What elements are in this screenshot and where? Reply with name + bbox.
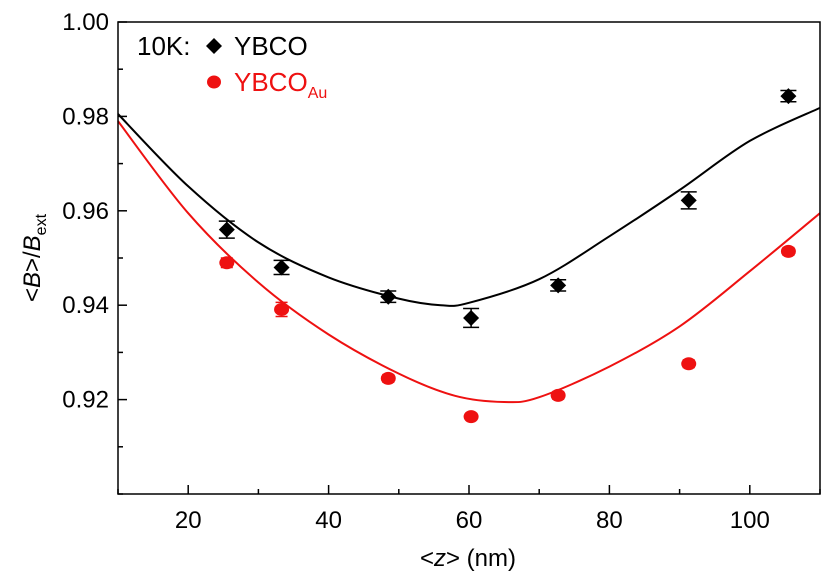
- data-point-ybco: [780, 88, 797, 105]
- data-point-ybco-au: [550, 388, 566, 402]
- legend-marker-circle: [207, 75, 221, 89]
- x-tick-label: 80: [596, 507, 623, 534]
- data-point-ybco: [550, 277, 567, 294]
- axes: 20 40 60 80 100 0.92 0.94 0.96 0.98 1.00: [62, 9, 821, 534]
- legend: 10K: YBCO YBCOAu: [137, 31, 327, 102]
- data-point-ybco: [218, 221, 235, 238]
- data-point-ybco-au: [463, 410, 479, 424]
- y-axis-title: <B>/Bext: [19, 213, 50, 302]
- data-point-ybco: [380, 288, 397, 305]
- legend-label: YBCO: [234, 31, 308, 61]
- data-point-ybco: [273, 259, 290, 276]
- legend-label: YBCOAu: [234, 67, 327, 102]
- data-point-ybco: [463, 309, 480, 326]
- legend-prefix: 10K:: [137, 31, 191, 61]
- x-tick-label: 100: [730, 507, 770, 534]
- x-axis-title: <z> (nm): [420, 545, 516, 572]
- data-point-ybco-au: [780, 244, 796, 258]
- data-point-ybco: [680, 192, 697, 209]
- y-tick-label: 0.94: [62, 292, 109, 319]
- y-tick-label: 0.98: [62, 103, 109, 130]
- x-tick-label: 40: [315, 507, 342, 534]
- data-point-ybco-au: [274, 302, 290, 316]
- data-point-ybco-au: [219, 256, 235, 270]
- error-bars: [218, 89, 797, 421]
- data-point-ybco-au: [380, 371, 396, 385]
- y-tick-label: 0.92: [62, 387, 109, 414]
- fit-curves: [117, 106, 821, 404]
- fit-line-ybco: [117, 106, 821, 307]
- x-tick-label: 60: [456, 507, 483, 534]
- y-tick-label: 1.00: [62, 9, 109, 36]
- data-point-ybco-au: [681, 357, 697, 371]
- x-tick-label: 20: [175, 507, 202, 534]
- y-tick-label: 0.96: [62, 198, 109, 225]
- data-points: [218, 88, 797, 424]
- legend-marker-diamond: [206, 38, 222, 54]
- fit-line-ybco-au: [117, 120, 821, 404]
